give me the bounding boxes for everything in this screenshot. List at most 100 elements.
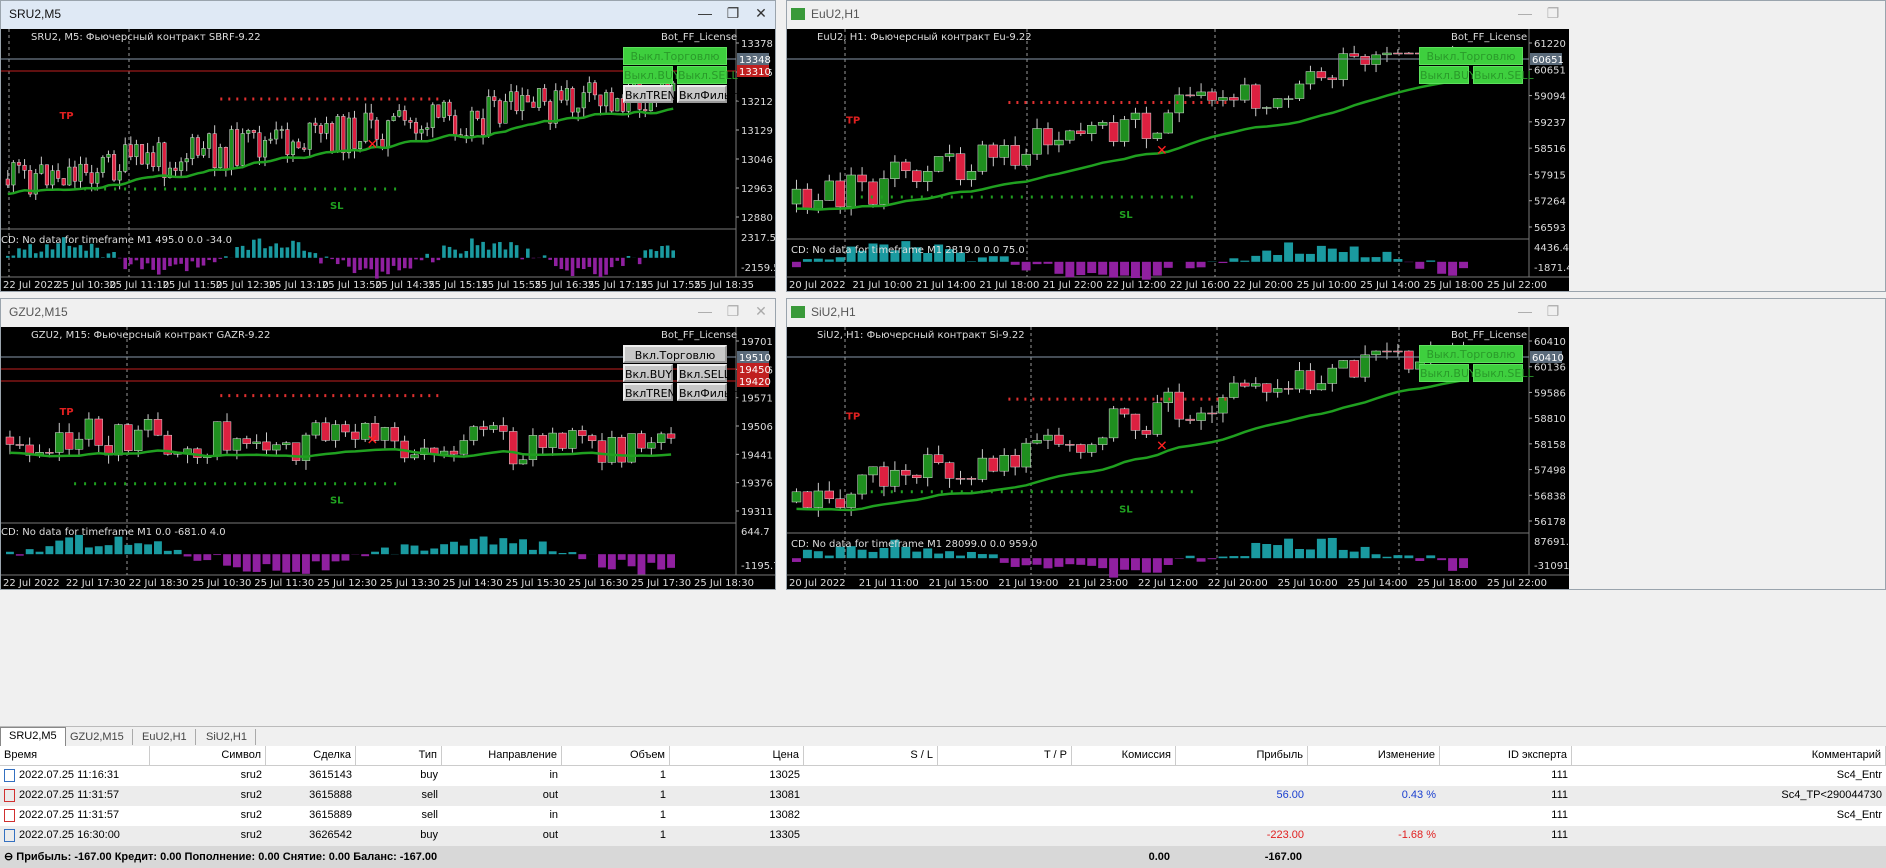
candle-body — [134, 429, 143, 451]
close-icon[interactable]: ✕ — [755, 303, 767, 319]
buy-toggle-button[interactable]: Выкл.BUY — [1419, 364, 1476, 382]
column-header[interactable]: Комментарий — [1572, 746, 1886, 765]
price-label: 60136 — [1534, 363, 1566, 374]
column-header[interactable]: S / L — [804, 746, 938, 765]
candle-body — [374, 119, 379, 140]
chart-window-sru2[interactable]: SRU2,M5 — ❐ ✕ 13378132951321213129130461… — [0, 0, 776, 292]
sell-toggle-button[interactable]: Выкл.SELL — [1473, 364, 1534, 382]
sell-toggle-button[interactable]: Выкл.SELL — [677, 66, 738, 84]
candle-body — [1152, 132, 1163, 139]
column-header[interactable]: Комиссия — [1072, 746, 1176, 765]
restore-icon[interactable]: ❐ — [726, 5, 740, 21]
time-label: 25 Jul 10:00 — [1278, 578, 1338, 589]
trade-toggle-button[interactable]: Выкл.Торговлю — [1419, 47, 1523, 65]
histogram-bar — [671, 250, 675, 258]
cell-profit — [1176, 806, 1308, 825]
candle-body — [335, 116, 340, 153]
buy-toggle-button[interactable]: Выкл.BUY — [623, 66, 680, 84]
cell-symbol: sru2 — [150, 786, 266, 805]
histogram-bar — [302, 554, 310, 574]
price-chart[interactable]: 61220 60651 59094 59237 58516 57915 57264 56593… — [787, 29, 1569, 291]
cell-deal: 3615888 — [266, 786, 356, 805]
close-icon[interactable]: ✕ — [755, 5, 767, 21]
chart-window-euu2[interactable]: EuU2,H1 — ❐ 61220 60651 59094 59237 58516 579… — [786, 0, 1886, 292]
buy-toggle-button[interactable]: Выкл.BUY — [1419, 66, 1476, 84]
tab-euu2[interactable]: EuU2,H1 — [134, 729, 196, 745]
table-row[interactable]: 2022.07.25 11:31:57 sru2 3615889 sell in 1 130… — [0, 806, 1886, 826]
histogram-bar — [1404, 555, 1414, 559]
column-header[interactable]: Изменение — [1308, 746, 1440, 765]
candle-body — [430, 104, 435, 128]
candle-body — [106, 154, 111, 158]
tab-gzu2[interactable]: GZU2,M15 — [62, 729, 133, 745]
filter-toggle-button[interactable]: ВклФильтр — [677, 383, 744, 401]
trend-toggle-button[interactable]: ВклTREND — [623, 85, 684, 103]
histogram-bar — [1163, 558, 1173, 565]
candle-body — [318, 125, 323, 134]
minimize-icon[interactable]: — — [1518, 5, 1532, 21]
window-titlebar[interactable]: EuU2,H1 — [787, 1, 1885, 27]
minimize-icon[interactable]: — — [698, 303, 712, 319]
chart-window-siu2[interactable]: SiU2,H1 — ❐ 60410 60136 59586 58810 58158 574… — [786, 298, 1886, 590]
restore-icon[interactable]: ❐ — [726, 303, 740, 319]
table-row[interactable]: 2022.07.25 11:31:57 sru2 3615888 sell out 1 13… — [0, 786, 1886, 806]
moving-average-line — [9, 447, 672, 459]
histogram-bar — [1185, 261, 1195, 269]
column-header[interactable]: T / P — [938, 746, 1072, 765]
column-header[interactable]: Прибыль — [1176, 746, 1308, 765]
trade-toggle-button[interactable]: Вкл.Торговлю — [623, 345, 727, 363]
trade-toggle-button[interactable]: Выкл.Торговлю — [1419, 345, 1523, 363]
sell-toggle-button[interactable]: Вкл.SELL — [677, 364, 730, 382]
candle-body — [966, 478, 977, 480]
histogram-bar — [1262, 250, 1272, 262]
price-label: 19571 — [741, 394, 773, 405]
histogram-bar — [553, 257, 558, 267]
tab-siu2[interactable]: SiU2,H1 — [198, 729, 256, 745]
trade-toggle-button[interactable]: Выкл.Торговлю — [623, 47, 727, 65]
column-header[interactable]: Символ — [150, 746, 266, 765]
column-header[interactable]: Цена — [670, 746, 804, 765]
column-header[interactable]: Направление — [442, 746, 562, 765]
candle-body — [1185, 418, 1195, 421]
filter-toggle-button[interactable]: ВклФильтр — [677, 85, 744, 103]
price-label: 59586 — [1534, 388, 1566, 399]
candle-body — [944, 462, 955, 479]
trade-history-table[interactable]: Время Символ Сделка Тип Направление Объем Цена… — [0, 746, 1886, 868]
column-header[interactable]: Сделка — [266, 746, 356, 765]
candle-body — [617, 437, 626, 463]
histogram-bar — [647, 554, 656, 563]
column-header[interactable]: Объем — [562, 746, 670, 765]
histogram-bar — [380, 547, 389, 555]
table-row[interactable]: 2022.07.25 16:30:00 sru2 3626542 buy out 1 133… — [0, 826, 1886, 846]
column-header[interactable]: Тип — [356, 746, 442, 765]
histogram-bar — [977, 554, 987, 559]
minimize-icon[interactable]: — — [1518, 303, 1532, 319]
price-chart[interactable]: 60410 60136 59586 58810 58158 57498 56838 56178… — [787, 327, 1569, 589]
table-row[interactable]: 2022.07.25 11:16:31 sru2 3615143 buy in 1 1302… — [0, 766, 1886, 786]
column-header[interactable]: ID эксперта — [1440, 746, 1572, 765]
window-titlebar[interactable]: GZU2,M15 — [1, 299, 775, 325]
sl-marker: SL — [1119, 210, 1133, 221]
chart-window-gzu2[interactable]: GZU2,M15 — ❐ ✕ 1970119636195711950619441… — [0, 298, 776, 590]
column-header[interactable]: Время — [0, 746, 150, 765]
sell-toggle-button[interactable]: Выкл.SELL — [1473, 66, 1534, 84]
candle-body — [64, 432, 74, 450]
restore-icon[interactable]: ❐ — [1546, 5, 1560, 21]
restore-icon[interactable]: ❐ — [1546, 303, 1560, 319]
buy-toggle-button[interactable]: Вкл.BUY — [623, 364, 673, 382]
candle-body — [222, 421, 232, 451]
minimize-icon[interactable]: — — [698, 5, 712, 21]
candle-body — [1261, 107, 1272, 109]
cell-sl — [804, 786, 938, 805]
tab-sru2[interactable]: SRU2,M5 — [0, 727, 66, 747]
histogram-bar — [1251, 255, 1261, 262]
window-titlebar[interactable]: SRU2,M5 — [1, 1, 775, 27]
histogram-bar — [581, 257, 586, 270]
price-chart[interactable]: 133781329513212131291304612963128802317.… — [1, 29, 775, 291]
price-tag-bg — [737, 375, 769, 387]
window-titlebar[interactable]: SiU2,H1 — [787, 299, 1885, 325]
indicator-label: CD: No data for timeframe M1 0.0 -681.0 … — [1, 527, 226, 538]
trend-toggle-button[interactable]: ВклTREND — [623, 383, 684, 401]
price-chart[interactable]: 19701196361957119506194411937619311644.7… — [1, 327, 775, 589]
candle-body — [5, 436, 15, 445]
